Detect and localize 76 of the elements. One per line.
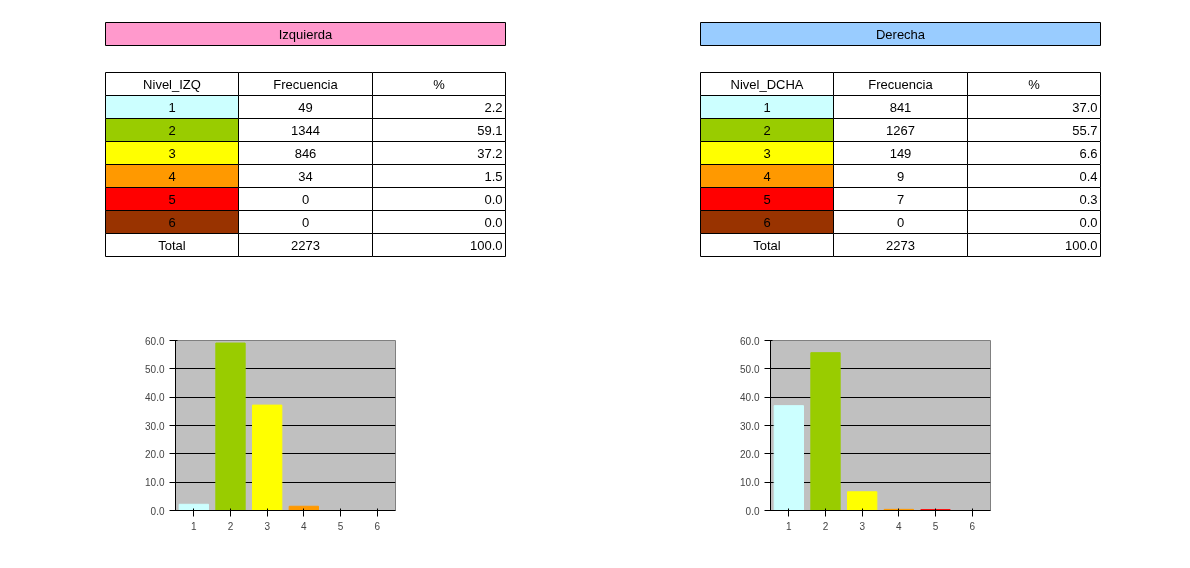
- text: Frecuencia: [273, 76, 339, 92]
- text: 2.2: [484, 99, 503, 115]
- x-tick-label: 2: [227, 520, 234, 532]
- text: Frecuencia: [868, 76, 934, 92]
- text: 1344: [291, 122, 320, 138]
- y-tick-label: 20.0: [740, 448, 760, 460]
- y-tick-label: 50.0: [145, 363, 165, 375]
- text: Nivel_IZQ: [143, 76, 201, 92]
- text: 100.0: [469, 237, 503, 253]
- category-label: 3: [168, 145, 176, 161]
- y-tick-label: 0.0: [745, 505, 760, 517]
- category-label: 5: [763, 191, 771, 207]
- text: Nivel_DCHA: [730, 76, 804, 92]
- category-label: 1: [168, 99, 176, 115]
- x-tick-label: 3: [264, 520, 271, 532]
- text: 846: [294, 145, 317, 161]
- category-label: 2: [168, 122, 176, 138]
- y-tick-label: 50.0: [740, 363, 760, 375]
- category-label: 1: [763, 99, 771, 115]
- x-tick-label: 1: [786, 520, 793, 532]
- text: Total: [158, 237, 186, 253]
- x-tick-label: 1: [191, 520, 198, 532]
- text: 100.0: [1064, 237, 1098, 253]
- text: 9: [896, 168, 905, 184]
- y-tick-label: 20.0: [145, 448, 165, 460]
- y-tick-label: 10.0: [145, 477, 165, 489]
- x-tick-label: 4: [896, 520, 903, 532]
- chart-title: Derecha: [875, 26, 926, 42]
- category-label: 6: [168, 214, 176, 230]
- text: 37.0: [1072, 99, 1098, 115]
- text: 149: [889, 145, 912, 161]
- x-tick-label: 2: [822, 520, 829, 532]
- text: 6.6: [1079, 145, 1098, 161]
- category-label: 4: [763, 168, 771, 184]
- text: 841: [889, 99, 912, 115]
- text: 2273: [886, 237, 915, 253]
- text: 49: [298, 99, 313, 115]
- category-label: 3: [763, 145, 771, 161]
- text: 1.5: [484, 168, 503, 184]
- text: 0.0: [484, 214, 503, 230]
- x-tick-label: 3: [859, 520, 866, 532]
- y-tick-label: 30.0: [740, 420, 760, 432]
- y-tick-label: 30.0: [145, 420, 165, 432]
- text: 0.3: [1079, 191, 1098, 207]
- text: 0.4: [1079, 168, 1098, 184]
- category-label: 6: [763, 214, 771, 230]
- chart-title: Izquierda: [278, 26, 334, 42]
- x-tick-label: 4: [301, 520, 308, 532]
- text: 0.0: [1079, 214, 1098, 230]
- text: 7: [896, 191, 905, 207]
- category-label: 4: [168, 168, 176, 184]
- text: Total: [753, 237, 781, 253]
- y-tick-label: 40.0: [740, 392, 760, 404]
- text: 55.7: [1072, 122, 1098, 138]
- y-tick-label: 40.0: [145, 392, 165, 404]
- y-tick-label: 60.0: [740, 335, 760, 347]
- category-label: 2: [763, 122, 771, 138]
- text: %: [1028, 76, 1041, 92]
- category-label: 5: [168, 191, 176, 207]
- text: 0: [301, 214, 310, 230]
- y-tick-label: 60.0: [145, 335, 165, 347]
- text: 0: [896, 214, 905, 230]
- x-tick-label: 6: [374, 520, 381, 532]
- text: 34: [298, 168, 313, 184]
- y-tick-label: 10.0: [740, 477, 760, 489]
- text: 37.2: [477, 145, 503, 161]
- x-tick-label: 5: [337, 520, 344, 532]
- text: 0: [301, 191, 310, 207]
- x-tick-label: 5: [932, 520, 939, 532]
- text: 2273: [291, 237, 320, 253]
- text: %: [433, 76, 446, 92]
- text: 59.1: [477, 122, 503, 138]
- x-tick-label: 6: [969, 520, 976, 532]
- text: 0.0: [484, 191, 503, 207]
- text: 1267: [886, 122, 915, 138]
- y-tick-label: 0.0: [150, 505, 165, 517]
